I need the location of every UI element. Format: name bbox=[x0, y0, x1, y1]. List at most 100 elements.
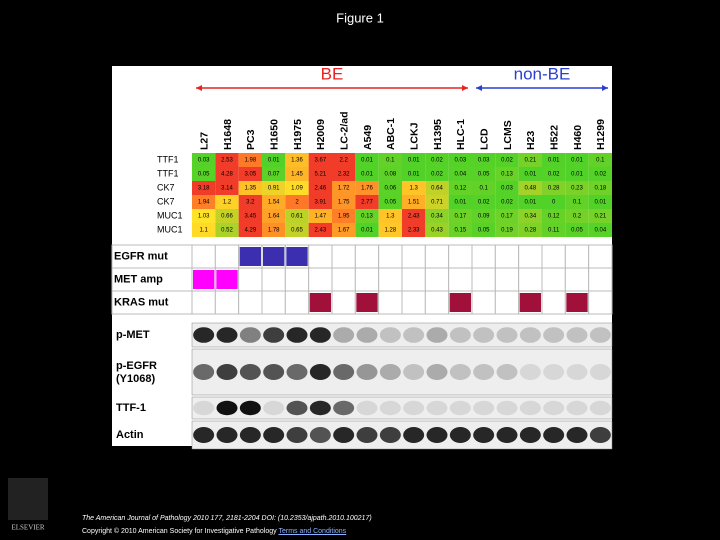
publisher: ELSEVIER bbox=[11, 524, 44, 532]
grid-cell bbox=[494, 290, 520, 315]
cell-value: 1.45 bbox=[291, 172, 303, 178]
row-label: TTF1 bbox=[157, 168, 179, 178]
band bbox=[379, 400, 401, 416]
heat-cell bbox=[378, 167, 402, 181]
column-label: H522 bbox=[548, 125, 560, 150]
heat-cell bbox=[542, 195, 566, 209]
heat-cell bbox=[495, 153, 519, 167]
cell-value: 0.48 bbox=[524, 186, 536, 192]
heat-cell bbox=[215, 181, 239, 195]
band bbox=[216, 427, 238, 443]
band bbox=[193, 364, 215, 380]
logo bbox=[8, 478, 48, 520]
mutation-mark bbox=[356, 293, 378, 312]
cell-value: 0.05 bbox=[571, 228, 583, 234]
grid-cell bbox=[448, 267, 473, 292]
heat-cell bbox=[238, 181, 262, 195]
heat-cell bbox=[495, 195, 519, 209]
grid-cell bbox=[494, 267, 520, 292]
mutation-label: KRAS mut bbox=[114, 296, 169, 308]
band bbox=[309, 427, 331, 443]
heat-cell bbox=[285, 223, 309, 237]
heat-cell bbox=[262, 209, 286, 223]
mutation-mark bbox=[216, 270, 238, 289]
grid-cell bbox=[214, 244, 240, 269]
band bbox=[426, 364, 448, 380]
mutation-label: EGFR mut bbox=[114, 250, 168, 262]
cell-value: 0.02 bbox=[431, 158, 443, 164]
mutation-mark bbox=[239, 247, 261, 266]
heat-cell bbox=[285, 195, 309, 209]
grid-cell bbox=[238, 267, 263, 292]
grid-cell bbox=[401, 267, 426, 292]
heat-cell bbox=[542, 223, 566, 237]
band bbox=[543, 427, 565, 443]
cell-value: 0.15 bbox=[454, 228, 466, 234]
heat-cell bbox=[402, 195, 426, 209]
band bbox=[543, 327, 565, 343]
column-label: ABC-1 bbox=[385, 118, 397, 150]
heat-cell bbox=[378, 181, 402, 195]
heat-cell bbox=[448, 209, 472, 223]
grid-cell bbox=[588, 290, 613, 315]
cell-value: 1.47 bbox=[314, 214, 326, 220]
band bbox=[379, 427, 401, 443]
grid-cell bbox=[588, 244, 613, 269]
row-label: MUC1 bbox=[157, 224, 183, 234]
heat-cell bbox=[448, 181, 472, 195]
band bbox=[426, 400, 448, 416]
cell-value: 0.05 bbox=[198, 172, 210, 178]
grid-cell bbox=[471, 290, 496, 315]
cell-value: 1.1 bbox=[199, 228, 208, 234]
blot-label-line: (Y1068) bbox=[116, 373, 155, 385]
heat-cell bbox=[542, 181, 566, 195]
heat-cell bbox=[588, 153, 612, 167]
heat-cell bbox=[192, 167, 216, 181]
blot-label-line: Actin bbox=[116, 429, 144, 441]
heat-cell bbox=[542, 153, 566, 167]
band bbox=[239, 327, 261, 343]
band bbox=[263, 427, 285, 443]
blot-label: p-EGFR (Y1068) bbox=[116, 360, 157, 385]
row-label: CK7 bbox=[157, 196, 175, 206]
heat-cell bbox=[542, 167, 566, 181]
cell-value: 1.09 bbox=[291, 186, 303, 192]
heat-cell bbox=[448, 167, 472, 181]
grid-cell bbox=[331, 290, 356, 315]
heat-cell bbox=[495, 167, 519, 181]
cell-value: 2.43 bbox=[408, 214, 420, 220]
terms-link[interactable]: Terms and Conditions bbox=[278, 528, 347, 535]
heat-cell bbox=[238, 195, 262, 209]
heat-cell bbox=[472, 167, 496, 181]
cell-value: 0.02 bbox=[548, 172, 560, 178]
grid-cell bbox=[448, 244, 473, 269]
band bbox=[543, 364, 565, 380]
heat-cell bbox=[332, 209, 356, 223]
heat-cell bbox=[308, 167, 332, 181]
cell-value: 0.06 bbox=[384, 186, 396, 192]
cell-value: 0 bbox=[552, 200, 556, 206]
cell-value: 0.1 bbox=[573, 200, 582, 206]
cell-value: 0.01 bbox=[268, 158, 280, 164]
cell-value: 0.02 bbox=[594, 172, 606, 178]
cell-value: 1.3 bbox=[386, 214, 395, 220]
cell-value: 0.01 bbox=[571, 172, 583, 178]
heat-cell bbox=[518, 153, 542, 167]
grid-cell bbox=[378, 244, 403, 269]
heat-cell bbox=[285, 167, 309, 181]
heat-cell bbox=[308, 195, 332, 209]
cell-value: 0.01 bbox=[361, 158, 373, 164]
cell-value: 0.02 bbox=[478, 200, 490, 206]
column-label: H1395 bbox=[432, 119, 444, 150]
band bbox=[403, 364, 425, 380]
cell-value: 0.01 bbox=[408, 158, 420, 164]
cell-value: 0.01 bbox=[361, 172, 373, 178]
cell-value: 0.08 bbox=[384, 172, 396, 178]
heat-cell bbox=[285, 153, 309, 167]
cell-value: 0.13 bbox=[361, 214, 373, 220]
grid-cell bbox=[518, 267, 543, 292]
heat-cell bbox=[332, 181, 356, 195]
heat-cell bbox=[355, 153, 379, 167]
cell-value: 2.33 bbox=[408, 228, 420, 234]
cell-value: 1.3 bbox=[409, 186, 418, 192]
